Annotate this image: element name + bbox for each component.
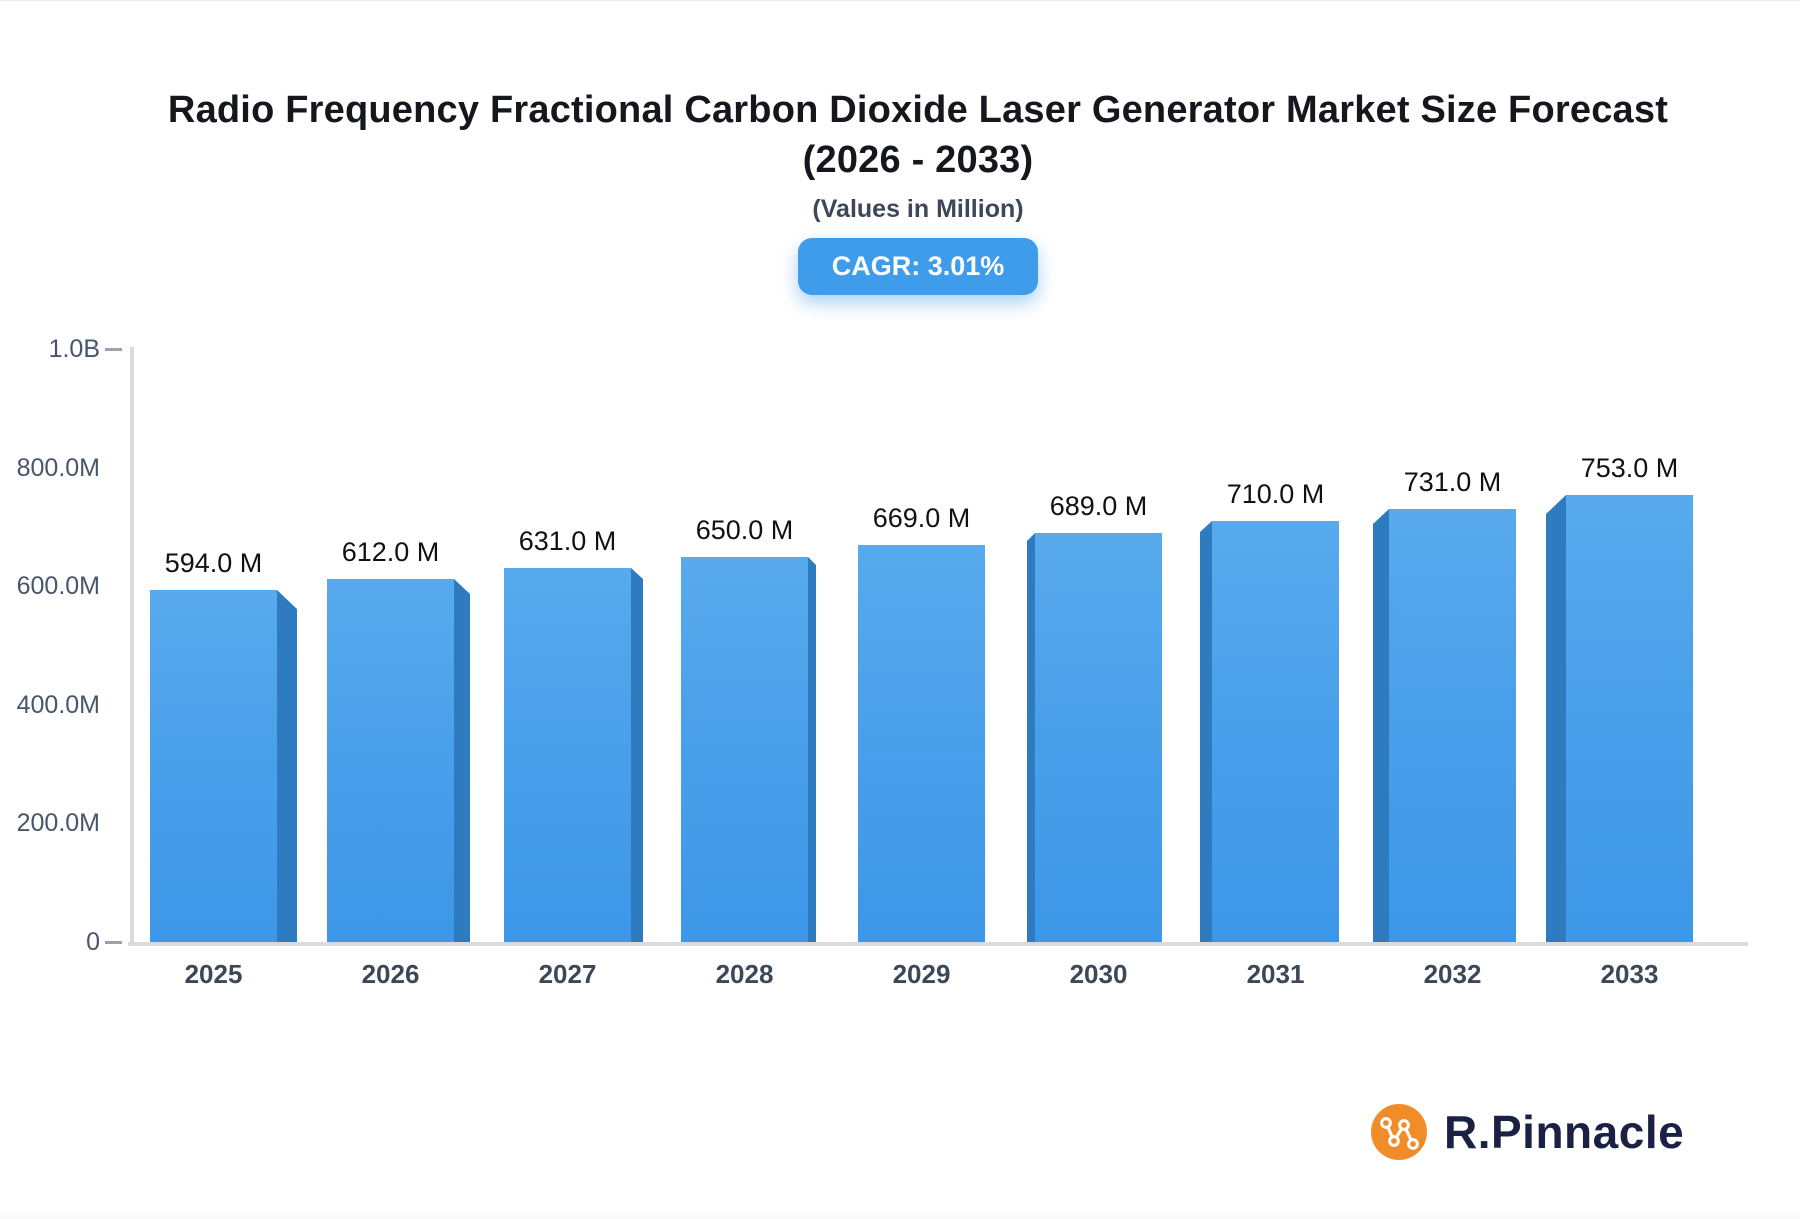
bar-value-label: 753.0 M (1580, 453, 1679, 483)
x-axis-category-label: 2026 (361, 959, 420, 989)
bar-2030[interactable] (1035, 533, 1162, 942)
y-axis-tick-label: 600.0M (16, 572, 100, 601)
bar-2032[interactable] (1389, 509, 1516, 942)
y-axis-tick-label: 1.0B (48, 335, 100, 363)
y-axis-tick-mark (105, 348, 122, 351)
bar-3d-side-2028 (808, 557, 816, 942)
bar-value-label: 650.0 M (695, 515, 794, 545)
bar-value-label: 594.0 M (164, 548, 263, 578)
x-axis-category-label: 2033 (1600, 959, 1659, 989)
cagr-badge: CAGR: 3.01% (797, 238, 1039, 295)
brand-name: R.Pinnacle (1444, 1106, 1685, 1158)
bar-2033[interactable] (1566, 495, 1693, 942)
bar-3d-side-2031 (1200, 521, 1212, 942)
network-nodes-icon (1371, 1104, 1427, 1160)
bar-value-label: 731.0 M (1403, 467, 1502, 497)
bar-3d-side-2025 (277, 590, 297, 942)
chart-header: Radio Frequency Fractional Carbon Dioxid… (36, 85, 1800, 295)
x-axis-category-label: 2032 (1423, 959, 1482, 989)
bar-3d-side-2033 (1546, 495, 1566, 942)
y-axis-tick-label: 400.0M (16, 690, 100, 719)
bar-value-label: 669.0 M (872, 503, 971, 533)
bar-value-label: 710.0 M (1226, 479, 1325, 509)
brand-logo: R.Pinnacle (1368, 1101, 1684, 1163)
x-axis-category-label: 2029 (892, 959, 951, 989)
bar-3d-side-2032 (1373, 509, 1389, 942)
bar-3d-side-2026 (454, 579, 470, 942)
x-axis-category-label: 2025 (184, 959, 243, 989)
bar-3d-side-2027 (631, 568, 643, 942)
x-axis-category-label: 2031 (1246, 959, 1305, 989)
bar-2028[interactable] (681, 557, 808, 942)
y-axis-tick-label: 0 (86, 928, 100, 956)
y-axis-tick-label: 200.0M (16, 809, 100, 838)
bar-value-label: 689.0 M (1049, 491, 1148, 521)
y-axis-line (130, 347, 134, 945)
x-axis-category-label: 2027 (538, 959, 597, 989)
x-axis-category-label: 2030 (1069, 959, 1128, 989)
bar-2031[interactable] (1212, 521, 1339, 942)
chart-title-line-1: Radio Frequency Fractional Carbon Dioxid… (167, 89, 1669, 131)
x-axis-category-label: 2028 (715, 959, 774, 989)
chart-title-line-2: (2026 - 2033) (802, 139, 1034, 181)
bar-2026[interactable] (327, 579, 454, 942)
y-axis-tick-mark (105, 941, 122, 944)
bar-value-label: 612.0 M (341, 537, 440, 567)
bar-2027[interactable] (504, 568, 631, 942)
bar-3d-side-2030 (1027, 533, 1035, 942)
bar-2029[interactable] (858, 545, 985, 942)
x-axis-line (128, 942, 1748, 946)
bar-2025[interactable] (150, 590, 277, 942)
chart-subtitle: (Values in Million) (812, 195, 1024, 223)
bar-value-label: 631.0 M (518, 526, 617, 556)
y-axis-tick-label: 800.0M (16, 453, 100, 482)
